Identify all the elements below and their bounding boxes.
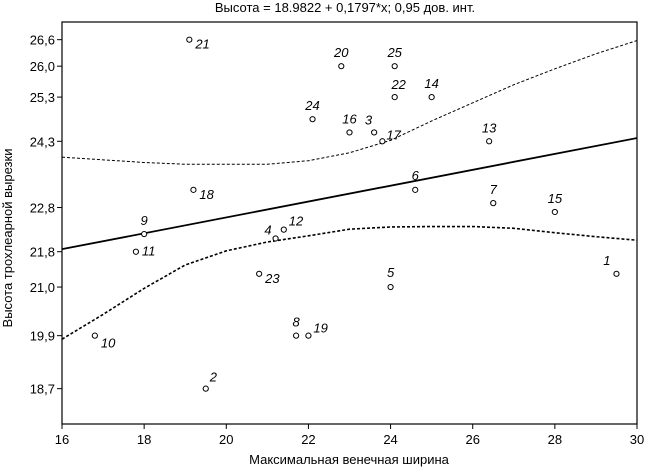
data-point [551,208,558,216]
point-label: 17 [386,127,401,142]
data-point [186,36,193,43]
regression-line-group [61,137,638,251]
point-label: 13 [482,120,497,135]
x-tick-label: 24 [383,432,397,447]
point-label: 19 [313,321,327,336]
point-label: 15 [548,191,563,206]
point-label: 10 [101,336,116,351]
confidence-band [61,40,638,340]
point-label: 3 [365,112,373,127]
data-point [190,186,197,193]
point-label: 4 [264,222,271,237]
point-label: 11 [142,244,156,259]
data-point [346,129,353,136]
data-points: 1234567891011121314151617181920212223242… [91,36,620,392]
point-label: 12 [289,214,304,229]
point-label: 25 [386,45,402,60]
data-point [371,129,378,136]
y-tick-label: 26,0 [30,59,55,74]
point-label: 8 [292,315,300,330]
data-point [428,93,435,101]
point-label: 6 [412,168,420,183]
point-label: 22 [390,77,406,92]
point-label: 20 [333,45,349,60]
x-axis-label: Максимальная венечная ширина [249,452,450,467]
confidence-lower-line [61,225,638,340]
data-point [391,63,398,70]
data-point [387,283,394,291]
x-tick-label: 16 [55,432,69,447]
y-tick-label: 19,9 [30,329,55,344]
data-point [272,235,279,242]
x-tick-label: 30 [630,432,644,447]
data-point [309,116,316,123]
data-point [202,385,209,392]
y-tick-label: 21,8 [30,245,55,260]
confidence-upper-line [61,40,638,165]
data-point [412,186,419,193]
chart-title: Высота = 18.9822 + 0,1797*x; 0,95 дов. и… [215,0,475,15]
point-label: 24 [304,98,319,113]
point-label: 16 [342,111,357,126]
data-point [613,270,620,277]
data-point [91,332,98,339]
y-tick-label: 24,3 [30,134,55,149]
point-label: 2 [209,370,218,385]
data-point [280,226,287,233]
data-point [132,248,140,255]
x-axis-ticks: 16 18 20 22 24 26 28 30 [55,424,644,447]
x-tick-label: 20 [219,432,233,447]
data-point [391,93,398,101]
data-point [293,332,300,339]
point-label: 7 [490,182,498,197]
point-label: 1 [603,253,610,268]
point-label: 18 [199,187,214,202]
x-tick-label: 22 [301,432,315,447]
data-point [490,200,497,207]
y-axis-label: Высота трохлеарной вырезки [0,149,15,328]
x-tick-label: 26 [465,432,479,447]
data-point [338,63,345,70]
plot-area [61,21,638,425]
x-tick-label: 18 [137,432,151,447]
data-point [141,230,148,238]
x-tick-label: 28 [548,432,562,447]
point-label: 14 [424,76,438,91]
data-point [379,138,386,145]
y-axis-ticks: 18,7 19,9 21,0 21,8 22,8 24,3 25,3 26,0 26,6 [30,33,62,397]
regression-line [61,137,638,251]
data-point [256,270,263,277]
point-label: 21 [194,37,209,52]
point-label: 23 [264,271,280,286]
y-tick-label: 26,6 [30,33,55,48]
y-tick-label: 25,3 [30,90,55,105]
y-tick-label: 18,7 [30,382,55,397]
point-label: 9 [141,213,148,228]
point-label: 5 [387,265,395,280]
y-tick-label: 22,8 [30,201,55,216]
data-point [305,332,312,339]
data-point [486,138,493,145]
y-tick-label: 21,0 [30,280,55,295]
